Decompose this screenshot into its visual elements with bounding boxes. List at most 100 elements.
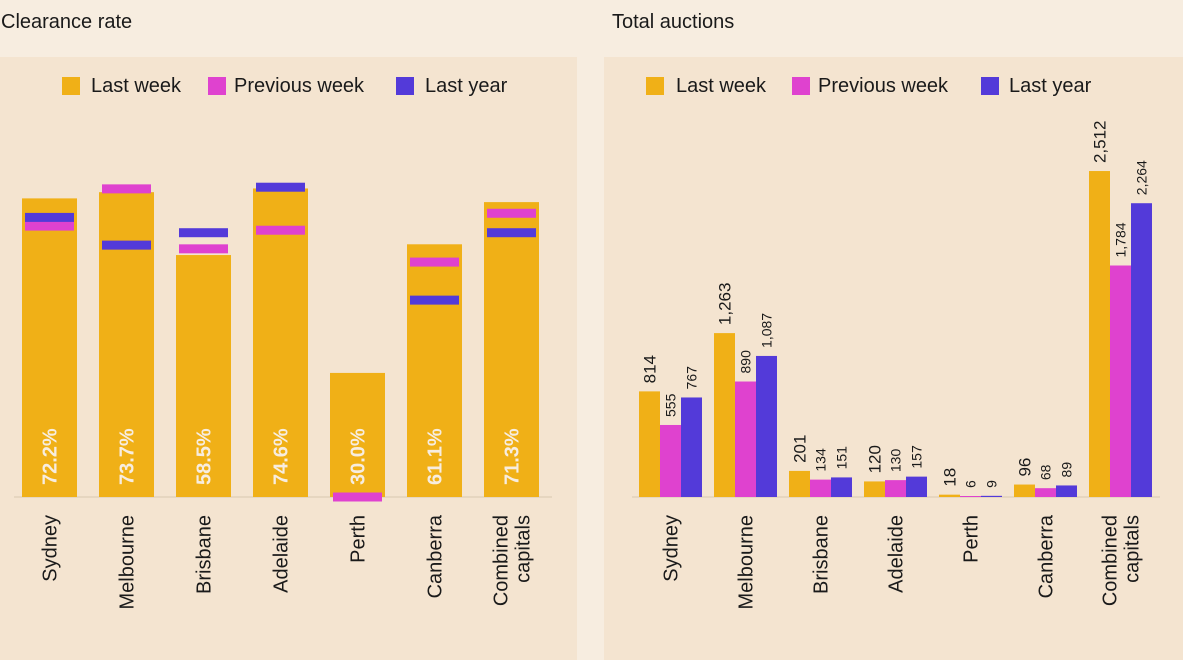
bar-last-year-perth [981,495,1002,497]
marker-previous-week-brisbane [179,244,228,254]
category-label-combined-capitals: capitals [513,515,535,583]
marker-last-year-melbourne [102,240,151,250]
category-label-combined-capitals: Combined [491,515,513,606]
marker-previous-week-perth [333,492,382,502]
category-label-perth: Perth [961,515,983,563]
category-label-melbourne: Melbourne [117,515,139,610]
marker-last-year-sydney [25,212,74,222]
legend-swatch-last-year [981,77,999,95]
bar-last-week-sydney [22,198,77,497]
bar-label-adelaide: 74.6% [271,428,293,485]
bar-last-week-sydney [639,391,660,497]
bar-last-week-canberra [407,244,462,497]
legend-label-last-week: Last week [91,75,182,97]
legend-swatch-last-week [646,77,664,95]
bar-label-canberra: 61.1% [425,428,447,485]
bar-last-week-combined-capitals [484,202,539,497]
value-label-last-year-sydney: 767 [684,366,700,390]
bar-label-brisbane: 58.5% [194,428,216,485]
value-label-last-week-adelaide: 120 [866,445,885,473]
category-label-canberra: Canberra [425,514,447,598]
category-label-melbourne: Melbourne [736,515,758,610]
bar-last-week-perth [939,494,960,497]
bar-previous-week-adelaide [885,480,906,497]
bar-last-year-melbourne [756,355,777,497]
value-label-previous-week-combined-capitals: 1,784 [1113,222,1129,257]
bar-last-year-canberra [1056,485,1077,497]
total-auctions-title: Total auctions [612,11,735,33]
value-label-last-week-perth: 18 [941,468,960,487]
value-label-last-year-brisbane: 151 [834,446,850,470]
value-label-last-week-canberra: 96 [1016,458,1035,477]
value-label-previous-week-adelaide: 130 [888,449,904,473]
bar-last-week-combined-capitals [1089,171,1110,497]
category-label-adelaide: Adelaide [886,515,908,593]
clearance-legend: Last week Previous week Last year [62,75,508,97]
bar-last-week-perth [330,372,385,497]
category-label-adelaide: Adelaide [271,515,293,593]
bar-previous-week-canberra [1035,488,1056,497]
legend-swatch-previous-week [792,77,810,95]
category-label-sydney: Sydney [40,515,62,582]
marker-last-year-canberra [410,295,459,305]
bar-label-combined-capitals: 71.3% [502,428,524,485]
marker-previous-week-sydney [25,221,74,231]
bar-previous-week-sydney [660,424,681,497]
legend-swatch-last-year [396,77,414,95]
legend-label-previous-week: Previous week [234,75,365,97]
bar-last-year-adelaide [906,476,927,497]
clearance-rate-chart: 72.2% Sydney 73.7% Melbourne 58.5% Brisbane 74… [14,182,552,610]
marker-previous-week-melbourne [102,184,151,194]
marker-previous-week-adelaide [256,225,305,235]
value-label-previous-week-perth: 6 [963,480,979,488]
total-auctions-panel [604,57,1183,660]
legend-swatch-last-week [62,77,80,95]
category-label-canberra: Canberra [1036,514,1058,598]
clearance-rate-title: Clearance rate [1,11,133,33]
marker-last-year-brisbane [179,228,228,238]
value-label-last-year-adelaide: 157 [909,445,925,469]
marker-last-year-combined-capitals [487,228,536,238]
bar-last-week-canberra [1014,484,1035,497]
legend-label-previous-week: Previous week [818,75,949,97]
value-label-previous-week-melbourne: 890 [738,350,754,374]
value-label-last-year-melbourne: 1,087 [759,313,775,348]
marker-last-year-adelaide [256,182,305,192]
category-label-perth: Perth [348,515,370,563]
bar-previous-week-combined-capitals [1110,265,1131,497]
bar-last-week-melbourne [714,333,735,497]
bar-previous-week-melbourne [735,381,756,497]
marker-previous-week-canberra [410,257,459,267]
bar-last-year-sydney [681,397,702,497]
category-label-combined-capitals: capitals [1122,515,1144,583]
bar-previous-week-perth [960,496,981,497]
bar-last-week-brisbane [176,255,231,497]
value-label-previous-week-sydney: 555 [663,393,679,417]
legend-label-last-week: Last week [676,75,767,97]
bar-last-week-adelaide [864,481,885,497]
value-label-last-week-combined-capitals: 2,512 [1091,120,1110,163]
category-label-brisbane: Brisbane [194,515,216,594]
bar-label-perth: 30.0% [348,428,370,485]
legend-swatch-previous-week [208,77,226,95]
bar-last-week-brisbane [789,470,810,497]
value-label-previous-week-canberra: 68 [1038,464,1054,480]
auctions-legend: Last week Previous week Last year [646,75,1092,97]
bar-label-melbourne: 73.7% [117,428,139,485]
bar-label-sydney: 72.2% [40,428,62,485]
bar-previous-week-brisbane [810,479,831,497]
bar-last-year-combined-capitals [1131,203,1152,497]
marker-previous-week-combined-capitals [487,208,536,218]
bar-last-year-brisbane [831,477,852,497]
value-label-last-week-brisbane: 201 [791,435,810,463]
value-label-last-year-canberra: 89 [1059,462,1075,478]
legend-label-last-year: Last year [1009,75,1092,97]
value-label-last-year-perth: 9 [984,480,1000,488]
category-label-combined-capitals: Combined [1100,515,1122,606]
value-label-previous-week-brisbane: 134 [813,448,829,472]
category-label-brisbane: Brisbane [811,515,833,594]
legend-label-last-year: Last year [425,75,508,97]
category-label-sydney: Sydney [661,515,683,582]
